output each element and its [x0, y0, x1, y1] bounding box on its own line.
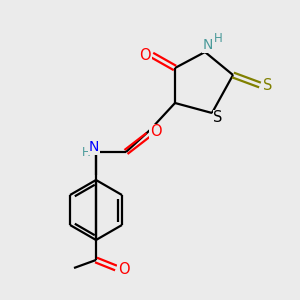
Text: H: H [82, 146, 90, 160]
Text: O: O [139, 47, 151, 62]
Text: N: N [89, 140, 99, 154]
Text: N: N [203, 38, 213, 52]
Text: S: S [263, 77, 273, 92]
Text: O: O [118, 262, 130, 278]
Text: O: O [150, 124, 162, 140]
Text: S: S [213, 110, 223, 125]
Text: H: H [214, 32, 222, 46]
